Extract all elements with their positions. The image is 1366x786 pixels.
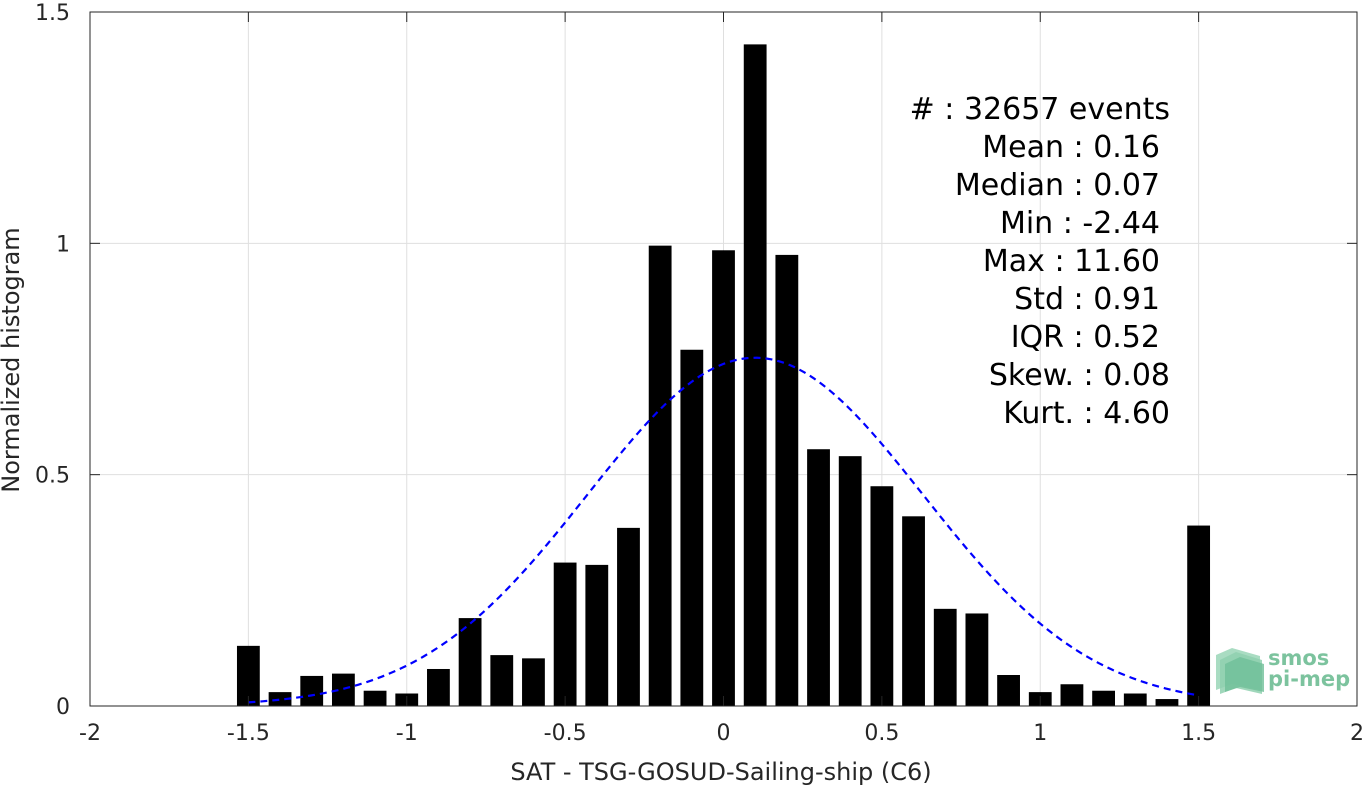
y-tick-label: 0: [56, 695, 70, 720]
x-tick-label: 0: [717, 721, 731, 746]
histogram-bar: [1060, 684, 1084, 706]
histogram-bar: [1092, 690, 1116, 706]
stat-line: Skew. : 0.08: [989, 358, 1170, 393]
histogram-bar: [1187, 525, 1211, 706]
stat-line: IQR : 0.52: [1011, 320, 1160, 355]
smos-pi-mep-logo: smos pi-mep: [1216, 646, 1350, 694]
axes: [89, 11, 1358, 707]
logo-line-1: smos: [1268, 646, 1329, 670]
histogram-bar: [331, 673, 355, 706]
histogram-bar: [965, 613, 989, 706]
x-tick-label: 2: [1350, 721, 1364, 746]
histogram-bar: [236, 645, 260, 706]
histogram-bar: [838, 456, 862, 706]
y-tick-label: 0.5: [35, 464, 70, 489]
stat-line: # : 32657 events: [910, 92, 1170, 127]
x-tick-label: 1.5: [1181, 721, 1216, 746]
y-tick-label: 1: [56, 232, 70, 257]
x-tick-label: -2: [79, 721, 101, 746]
histogram-bar: [490, 655, 514, 706]
x-tick-label: 0.5: [864, 721, 899, 746]
x-tick-label: -1.5: [227, 721, 270, 746]
stat-line: Std : 0.91: [1014, 282, 1160, 317]
histogram-bar: [807, 449, 830, 706]
histogram-bar: [743, 44, 767, 707]
y-axis-title: Normalized histogram: [0, 227, 25, 492]
stat-line: Mean : 0.16: [982, 130, 1160, 165]
y-tick-labels: 0 0.5 1 1.5: [35, 1, 70, 720]
histogram-bar: [1123, 693, 1147, 706]
x-tick-labels: -2 -1.5 -1 -0.5 0 0.5 1 1.5 2: [79, 721, 1364, 746]
stat-line: Median : 0.07: [955, 168, 1160, 203]
x-tick-label: -0.5: [544, 721, 587, 746]
x-tick-label: -1: [396, 721, 418, 746]
histogram-bars: [236, 44, 1211, 707]
histogram-bar: [902, 516, 925, 706]
histogram-bar: [300, 675, 324, 706]
histogram-bar: [363, 690, 387, 706]
histogram-bar: [427, 668, 450, 706]
histogram-bar: [870, 486, 894, 706]
histogram-bar: [933, 608, 957, 706]
logo-waves-icon: [1216, 648, 1264, 694]
histogram-bar: [997, 675, 1020, 706]
logo-line-2: pi-mep: [1268, 667, 1350, 691]
histogram-bar: [680, 349, 704, 706]
histogram-bar: [268, 692, 292, 706]
x-tick-label: 1: [1033, 721, 1047, 746]
histogram-bar: [775, 254, 799, 706]
histogram-bar: [522, 658, 545, 706]
histogram-bar: [585, 564, 609, 706]
histogram-bar: [458, 618, 482, 706]
histogram-bar: [648, 245, 672, 706]
y-tick-label: 1.5: [35, 1, 70, 26]
histogram-bar: [712, 250, 735, 707]
histogram-bar: [1155, 699, 1179, 706]
stat-line: Min : -2.44: [1000, 206, 1160, 241]
normal-fit-curve: [248, 356, 1199, 704]
stat-line: Max : 11.60: [983, 244, 1160, 279]
stat-line: Kurt. : 4.60: [1003, 396, 1170, 431]
x-axis-title: SAT - TSG-GOSUD-Sailing-ship (C6): [510, 758, 931, 786]
histogram-bar: [553, 562, 577, 706]
histogram-bar: [617, 527, 640, 706]
